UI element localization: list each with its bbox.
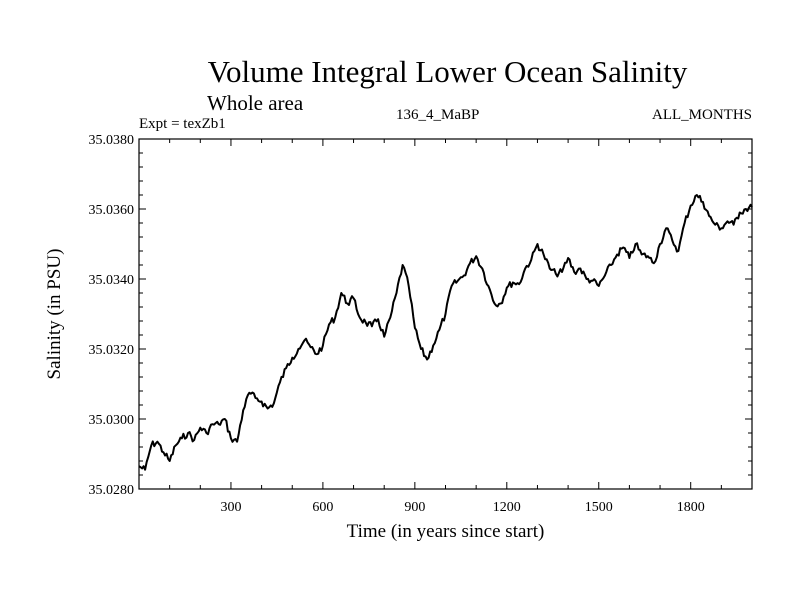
x-tick-label: 1500 <box>585 500 613 515</box>
experiment-label: Expt = texZb1 <box>139 116 226 132</box>
salinity-series-line <box>138 194 753 471</box>
y-axis-title: Salinity (in PSU) <box>44 249 65 380</box>
y-tick-label: 35.0280 <box>89 483 135 498</box>
chart-title: Volume Integral Lower Ocean Salinity <box>207 54 688 89</box>
y-tick-label: 35.0380 <box>89 133 135 148</box>
x-tick-label: 1200 <box>493 500 521 515</box>
tick-labels: 300 600 900 1200 1500 1800 35.0280 35.0300 35.03… <box>89 133 705 515</box>
y-tick-label: 35.0300 <box>89 413 135 428</box>
x-tick-label: 600 <box>312 500 333 515</box>
x-tick-label: 900 <box>404 500 425 515</box>
months-label: ALL_MONTHS <box>652 107 752 123</box>
plot-frame <box>138 138 753 490</box>
y-tick-label: 35.0320 <box>89 343 135 358</box>
x-tick-label: 1800 <box>677 500 705 515</box>
y-tick-label: 35.0340 <box>89 273 135 288</box>
x-axis-title: Time (in years since start) <box>347 521 545 542</box>
period-label: 136_4_MaBP <box>396 107 480 123</box>
x-tick-label: 300 <box>220 500 241 515</box>
chart-subtitle: Whole area <box>207 91 304 115</box>
axis-ticks <box>139 139 752 489</box>
y-tick-label: 35.0360 <box>89 203 135 218</box>
